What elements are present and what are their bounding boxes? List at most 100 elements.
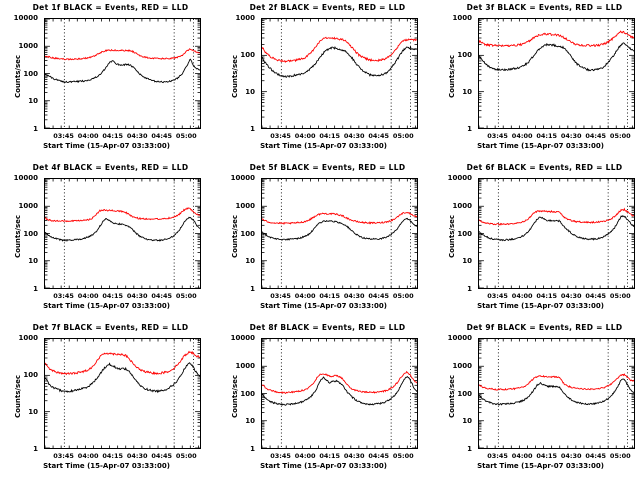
x-tick-label: 04:00	[511, 452, 533, 460]
y-tick-label: 10000	[13, 14, 38, 22]
x-tick-label: 03:45	[53, 132, 74, 140]
x-axis-label-6: Start Time (15-Apr-07 03:33:00)	[477, 302, 604, 310]
y-tick-label: 10	[462, 417, 472, 426]
x-tick-label: 05:00	[609, 452, 631, 460]
y-tick-label: 10	[28, 257, 38, 266]
x-tick-label: 04:15	[319, 452, 341, 460]
panel-title-2: Det 2f BLACK = Events, RED = LLD	[249, 3, 406, 12]
plot-area-9	[478, 338, 635, 449]
series-lld-7	[45, 350, 200, 376]
x-tick-label: 04:15	[102, 292, 124, 300]
y-tick-label: 10000	[13, 174, 38, 182]
plot-canvas-7	[45, 339, 200, 448]
y-axis-label-1: Counts/sec	[14, 54, 22, 98]
y-tick-label: 100	[457, 229, 472, 238]
x-tick-label: 03:45	[270, 452, 291, 460]
y-tick-label: 10	[245, 417, 255, 426]
y-axis-label-8: Counts/sec	[231, 374, 239, 418]
x-tick-label: 04:00	[77, 452, 99, 460]
panel-title-7: Det 7f BLACK = Events, RED = LLD	[32, 323, 189, 332]
plot-area-6	[478, 178, 635, 289]
x-tick-label: 04:30	[343, 132, 365, 140]
y-tick-label: 1000	[235, 361, 255, 370]
plot-canvas-8	[262, 339, 417, 448]
y-tick-label: 1000	[18, 334, 38, 342]
x-tick-label: 04:00	[511, 132, 533, 140]
plot-area-5	[261, 178, 418, 289]
plot-panel-8: Det 8f BLACK = Events, RED = LLD 1 10 100 10…	[221, 320, 434, 480]
x-tick-label: 04:30	[343, 452, 365, 460]
x-axis-label-7: Start Time (15-Apr-07 03:33:00)	[43, 462, 170, 470]
x-tick-label: 04:30	[560, 452, 582, 460]
series-events-3	[479, 42, 634, 72]
plot-area-2	[261, 18, 418, 129]
x-tick-label: 03:45	[487, 132, 508, 140]
y-tick-label: 100	[240, 51, 255, 59]
y-tick-label: 1000	[18, 201, 38, 210]
y-tick-label: 1	[250, 285, 255, 293]
y-tick-label: 1	[33, 445, 38, 453]
x-tick-label: 04:30	[126, 292, 148, 300]
series-lld-1	[45, 48, 200, 61]
x-tick-label: 04:00	[77, 132, 99, 140]
plot-area-3	[478, 18, 635, 129]
x-tick-label: 04:00	[294, 452, 316, 460]
y-tick-label: 10	[245, 88, 255, 96]
plot-panel-6: Det 6f BLACK = Events, RED = LLD 1 10 100 10…	[438, 160, 640, 320]
x-tick-label: 04:15	[102, 452, 124, 460]
y-tick-label: 100	[240, 389, 255, 398]
plot-panel-5: Det 5f BLACK = Events, RED = LLD 1 10 100 10…	[221, 160, 434, 320]
panel-title-5: Det 5f BLACK = Events, RED = LLD	[249, 163, 406, 172]
x-tick-label: 04:30	[560, 292, 582, 300]
plot-area-4	[44, 178, 201, 289]
y-axis-label-9: Counts/sec	[448, 374, 456, 418]
x-tick-label: 04:15	[536, 292, 558, 300]
plot-panel-9: Det 9f BLACK = Events, RED = LLD 1 10 100 10…	[438, 320, 640, 480]
x-tick-label: 04:15	[319, 132, 341, 140]
y-tick-label: 1000	[235, 14, 255, 22]
x-tick-label: 05:00	[175, 292, 197, 300]
x-axis-label-5: Start Time (15-Apr-07 03:33:00)	[260, 302, 387, 310]
x-tick-label: 03:45	[270, 132, 291, 140]
series-events-4	[45, 216, 200, 242]
y-tick-label: 10000	[230, 174, 255, 182]
series-events-9	[479, 378, 634, 406]
y-axis-label-3: Counts/sec	[448, 54, 456, 98]
y-tick-label: 100	[23, 69, 38, 78]
y-tick-label: 10	[28, 97, 38, 106]
plot-canvas-5	[262, 179, 417, 288]
y-tick-label: 10	[462, 257, 472, 266]
panel-title-3: Det 3f BLACK = Events, RED = LLD	[466, 3, 623, 12]
plot-panel-7: Det 7f BLACK = Events, RED = LLD 1 10 100 10…	[4, 320, 217, 480]
series-lld-9	[479, 373, 634, 391]
panel-title-1: Det 1f BLACK = Events, RED = LLD	[32, 3, 189, 12]
x-tick-label: 04:15	[536, 132, 558, 140]
x-tick-label: 04:45	[368, 452, 390, 460]
y-tick-label: 10000	[230, 334, 255, 342]
x-axis-label-8: Start Time (15-Apr-07 03:33:00)	[260, 462, 387, 470]
x-axis-label-9: Start Time (15-Apr-07 03:33:00)	[477, 462, 604, 470]
x-tick-label: 05:00	[175, 132, 197, 140]
x-tick-label: 03:45	[270, 292, 291, 300]
y-tick-label: 10	[462, 88, 472, 96]
x-tick-label: 05:00	[392, 132, 414, 140]
plot-canvas-9	[479, 339, 634, 448]
x-tick-label: 04:45	[368, 132, 390, 140]
x-tick-label: 04:45	[585, 452, 607, 460]
y-tick-label: 1	[467, 445, 472, 453]
x-axis-label-4: Start Time (15-Apr-07 03:33:00)	[43, 302, 170, 310]
y-axis-label-6: Counts/sec	[448, 214, 456, 258]
y-axis-label-5: Counts/sec	[231, 214, 239, 258]
plot-canvas-3	[479, 19, 634, 128]
y-tick-label: 100	[457, 51, 472, 59]
x-tick-label: 04:30	[126, 452, 148, 460]
plot-panel-3: Det 3f BLACK = Events, RED = LLD 1 10 100 10…	[438, 0, 640, 160]
x-tick-label: 04:30	[126, 132, 148, 140]
series-lld-3	[479, 30, 634, 48]
x-tick-label: 05:00	[609, 292, 631, 300]
series-events-7	[45, 362, 200, 394]
y-tick-label: 1000	[452, 361, 472, 370]
plot-canvas-2	[262, 19, 417, 128]
series-events-2	[262, 45, 417, 78]
plot-area-1	[44, 18, 201, 129]
